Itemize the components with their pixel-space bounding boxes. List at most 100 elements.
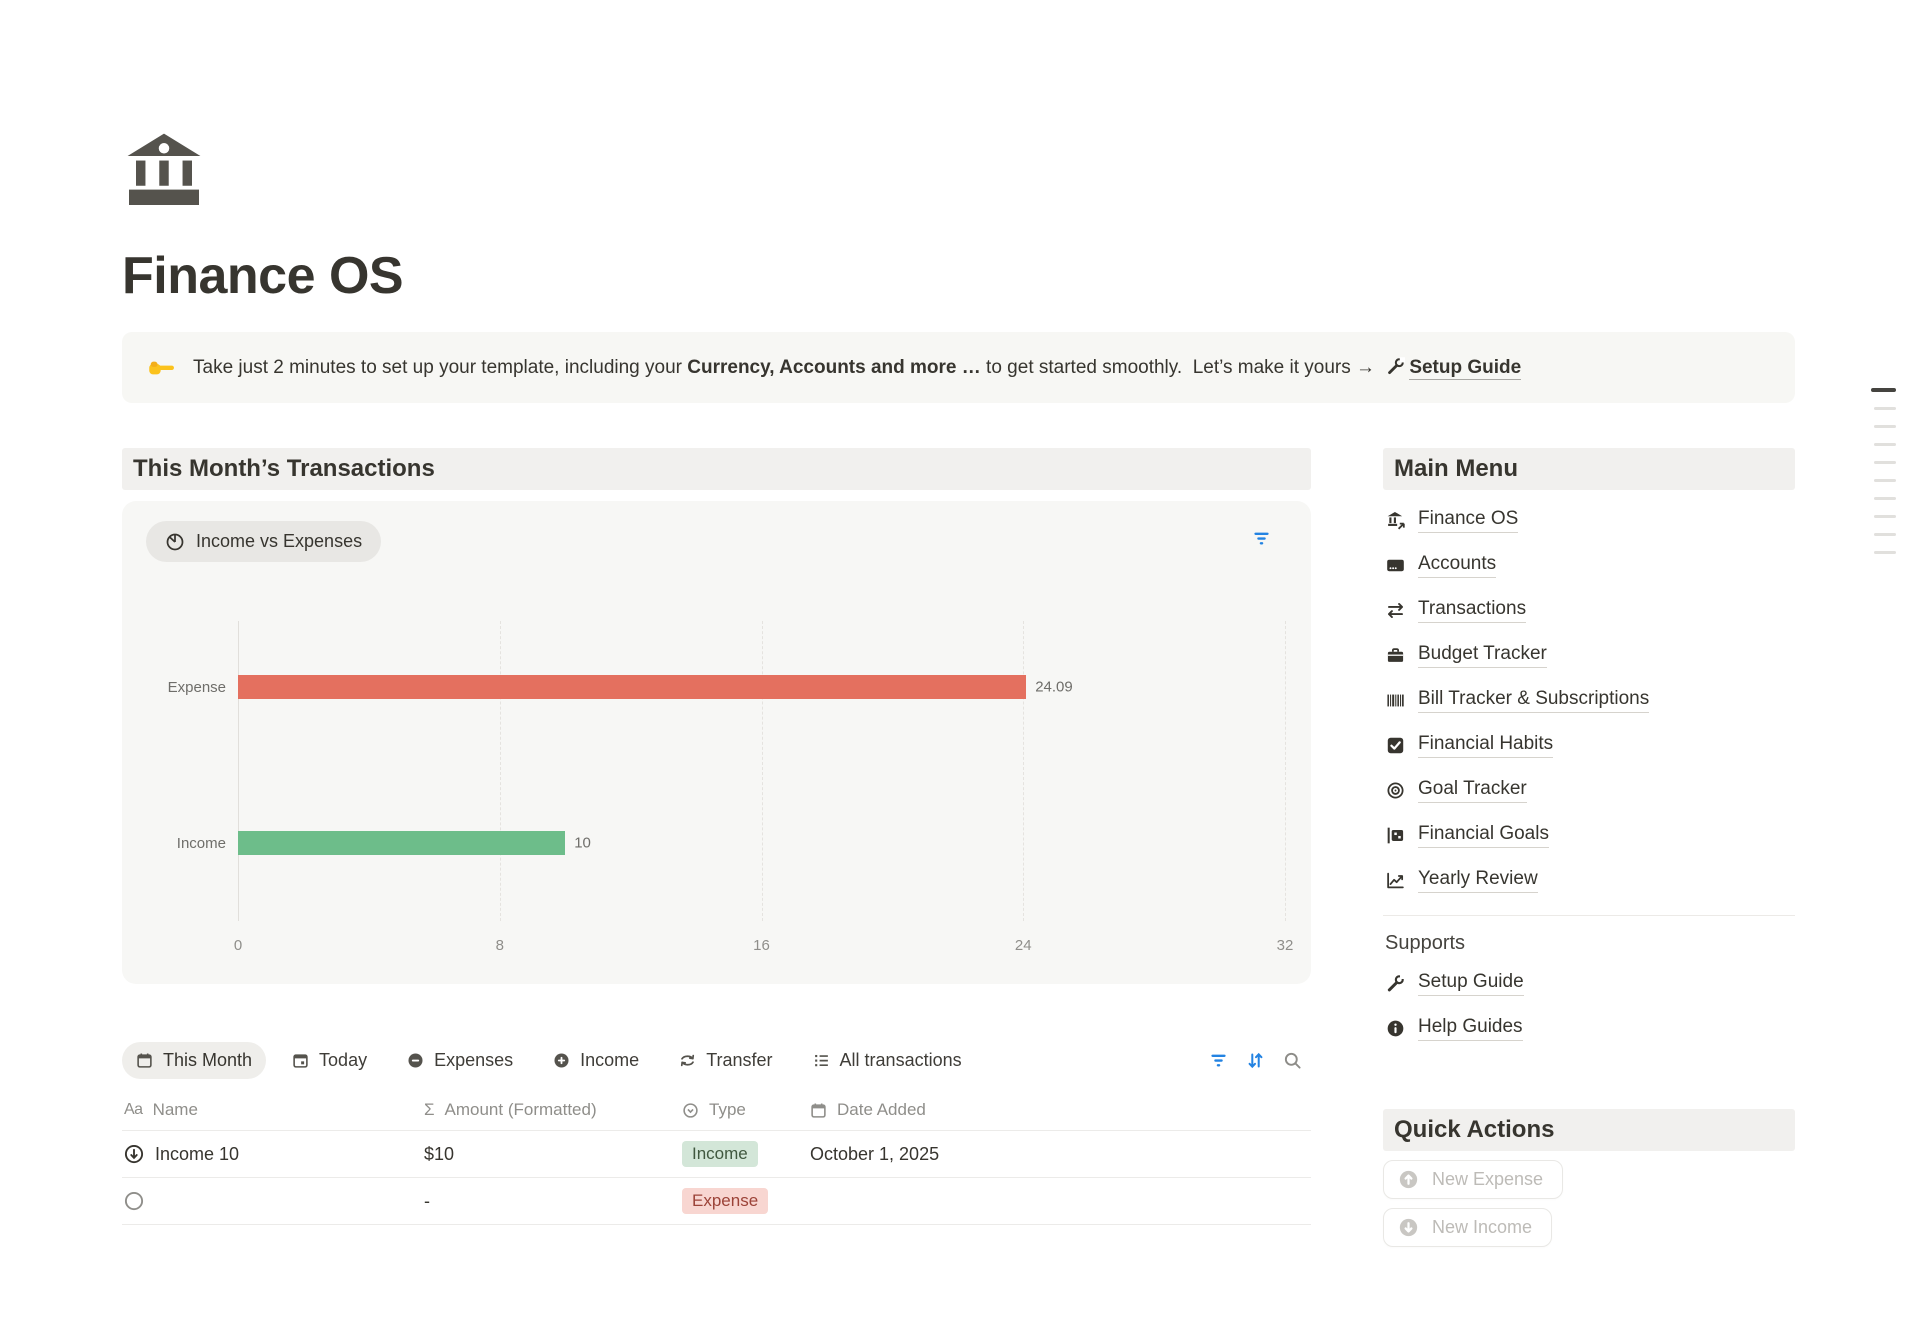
tab-transfer[interactable]: Transfer [665,1042,786,1079]
column-header-date-added[interactable]: Date Added [810,1100,1311,1120]
chart-line-icon [1385,871,1405,890]
column-header-type[interactable]: Type [682,1100,810,1120]
chart-title-label: Income vs Expenses [196,531,363,551]
chart-x-axis: 0 8 16 24 32 [233,937,1294,954]
chart-title-pill[interactable]: Income vs Expenses [146,521,382,562]
outline-dash[interactable] [1874,479,1896,482]
barcode-icon [1385,691,1405,710]
supports-heading: Supports [1385,932,1466,954]
search-icon[interactable] [1274,1045,1311,1076]
page-title: Finance OS [122,247,404,305]
target-icon [1385,781,1405,800]
transactions-section-heading: This Month’s Transactions [122,448,1311,490]
outline-dash[interactable] [1874,461,1896,464]
circle-down-icon [1398,1217,1419,1238]
sidebar-item-yearly-review[interactable]: Yearly Review [1383,858,1795,903]
sidebar-item-bill-tracker[interactable]: Bill Tracker & Subscriptions [1383,678,1795,723]
outline-dash[interactable] [1874,443,1896,446]
select-icon [682,1102,699,1119]
circle-up-icon [1398,1169,1419,1190]
outline-dash[interactable] [1874,407,1896,410]
main-menu-heading: Main Menu [1383,448,1795,490]
outline-dash[interactable] [1871,388,1896,392]
main-column: This Month’s Transactions Income vs Expe… [122,448,1311,1247]
credit-card-icon [1385,556,1405,575]
calendar-icon [810,1102,827,1119]
new-expense-button[interactable]: New Expense [1383,1160,1564,1199]
quick-actions-heading: Quick Actions [1383,1109,1795,1151]
tab-income[interactable]: Income [539,1042,653,1079]
tab-expenses[interactable]: Expenses [393,1042,527,1079]
circle-arrow-down-icon [124,1144,144,1164]
swap-icon [1385,601,1405,620]
page-outline [1871,388,1896,554]
table-header-row: Aa Name Σ Amount (Formatted) Type [122,1092,1311,1131]
row-date: October 1, 2025 [810,1143,940,1164]
table-row[interactable]: - Expense [122,1178,1311,1225]
outline-dash[interactable] [1874,515,1896,518]
type-badge: Expense [682,1188,769,1214]
callout-bold-text: Currency, Accounts and more … [687,356,981,378]
page-content: Finance OS Take just 2 minutes to set up… [122,128,1795,1247]
outline-dash[interactable] [1874,533,1896,536]
income-vs-expenses-chart: Income vs Expenses [122,501,1311,984]
sidebar-item-financial-goals[interactable]: Financial Goals [1383,813,1795,858]
sidebar-item-financial-habits[interactable]: Financial Habits [1383,723,1795,768]
income-bar-value: 10 [574,834,591,852]
tab-all-transactions[interactable]: All transactions [799,1042,976,1079]
table-row[interactable]: Income 10 $10 Income October 1, 2025 [122,1131,1311,1178]
pointing-hand-icon [148,356,175,379]
sidebar-item-accounts[interactable]: Accounts [1383,543,1795,588]
pie-chart-icon [165,532,185,552]
tools-icon [1386,356,1406,376]
row-amount: - [424,1190,430,1211]
calendar-icon [136,1052,153,1069]
info-icon [1385,1019,1405,1038]
sigma-icon: Σ [424,1100,435,1119]
bank-link-icon [1385,511,1405,530]
chart-category-label: Income [176,834,226,852]
outline-dash[interactable] [1874,497,1896,500]
bank-icon[interactable] [122,128,206,212]
briefcase-icon [1385,646,1405,665]
expense-bar[interactable] [238,675,1027,699]
type-badge: Income [682,1141,758,1167]
sidebar-item-budget-tracker[interactable]: Budget Tracker [1383,633,1795,678]
text-icon: Aa [124,1101,143,1118]
checkbox-icon [1385,736,1405,755]
setup-guide-link[interactable]: Setup Guide [1409,356,1522,380]
circle-icon [124,1191,144,1211]
sidebar-item-goal-tracker[interactable]: Goal Tracker [1383,768,1795,813]
milestone-icon [1385,826,1405,845]
row-name-text: Income 10 [155,1143,240,1164]
chart-plot: Expense 24.09 Income 10 [134,621,1294,984]
main-menu: Finance OS Accounts Transactions [1383,498,1795,903]
column-header-amount[interactable]: Σ Amount (Formatted) [424,1100,597,1119]
sidebar-item-finance-os[interactable]: Finance OS [1383,498,1795,543]
sidebar-divider [1383,915,1795,916]
sidebar-item-help-guides[interactable]: Help Guides [1383,1006,1795,1051]
chart-category-label: Expense [167,678,226,696]
chart-filter-icon[interactable] [1252,529,1271,548]
new-income-button[interactable]: New Income [1383,1208,1553,1247]
outline-dash[interactable] [1874,551,1896,554]
wrench-icon [1385,974,1405,993]
sidebar-item-setup-guide[interactable]: Setup Guide [1383,961,1795,1006]
sort-icon[interactable] [1237,1045,1274,1076]
minus-circle-icon [407,1052,424,1069]
row-amount: $10 [424,1143,455,1164]
filter-icon[interactable] [1200,1045,1237,1076]
column-header-name[interactable]: Aa Name [124,1100,198,1119]
sidebar: Main Menu Finance OS Accounts [1383,448,1795,1247]
sidebar-item-transactions[interactable]: Transactions [1383,588,1795,633]
transfer-icon [679,1052,696,1069]
plus-circle-icon [553,1052,570,1069]
tab-today[interactable]: Today [278,1042,381,1079]
list-icon [813,1052,830,1069]
callout-text: Take just 2 minutes to set up your templ… [193,356,1522,380]
setup-callout: Take just 2 minutes to set up your templ… [122,332,1795,403]
outline-dash[interactable] [1874,425,1896,428]
transactions-table: Aa Name Σ Amount (Formatted) Type [122,1092,1311,1225]
income-bar[interactable] [238,831,566,855]
tab-this-month[interactable]: This Month [122,1042,267,1079]
